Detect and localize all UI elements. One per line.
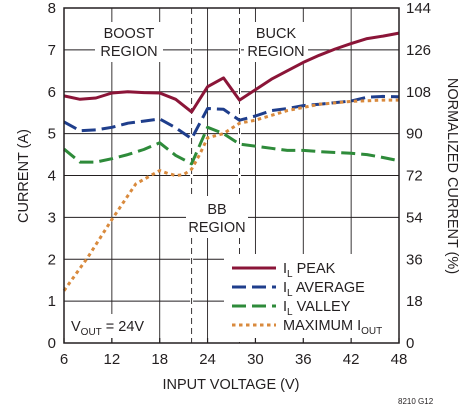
x-tick-label: 24 [199, 351, 216, 368]
buck-region-label-bg [244, 22, 308, 62]
left-y-axis-label: CURRENT (A) [16, 129, 32, 223]
left-y-tick-label: 8 [48, 0, 56, 17]
legend-label: IL VALLEY [283, 299, 351, 318]
left-y-tick-label: 5 [48, 126, 56, 143]
figure-number: 8210 G12 [398, 397, 434, 406]
series-line-valley [63, 125, 400, 166]
x-tick-label: 12 [104, 351, 121, 368]
right-y-tick-label: 0 [406, 335, 414, 352]
left-y-tick-label: 7 [48, 42, 56, 59]
vout-annotation-subscript: OUT [81, 327, 102, 338]
x-tick-label: 30 [247, 351, 264, 368]
left-y-tick-label: 1 [48, 293, 56, 310]
x-tick-label: 36 [295, 351, 312, 368]
vout-annotation-bg [66, 314, 146, 338]
left-y-tick-label: 6 [48, 84, 56, 101]
right-y-tick-label: 54 [406, 209, 423, 226]
right-y-tick-label: 126 [406, 42, 431, 59]
right-y-axis-label: NORMALIZED CURRENT (%) [444, 78, 460, 274]
x-tick-label: 48 [391, 351, 408, 368]
legend-label: MAXIMUM IOUT [283, 318, 382, 337]
left-y-tick-label: 0 [48, 335, 56, 352]
region-annotations: BOOST REGION BUCK REGION BB REGION [95, 22, 308, 238]
right-y-tick-label: 144 [406, 0, 431, 17]
grid-lines [64, 8, 399, 343]
series-line-maximum-iout [62, 98, 399, 292]
left-y-tick-label: 3 [48, 209, 56, 226]
buck-region-label-line1: BUCK [256, 26, 297, 42]
right-y-tick-label: 18 [406, 293, 423, 310]
tick-labels: 6 12 18 24 30 36 42 480123456780183654729010812… [48, 0, 431, 368]
left-y-tick-label: 4 [48, 168, 56, 185]
x-tick-label: 42 [343, 351, 360, 368]
boost-region-label-line2: REGION [100, 44, 157, 60]
data-series [62, 31, 400, 292]
right-y-tick-label: 90 [406, 126, 423, 143]
x-tick-label: 18 [151, 351, 168, 368]
right-y-tick-label: 72 [406, 168, 423, 185]
vout-annotation: VOUT = 24V [71, 319, 144, 338]
bb-region-label-bg [186, 196, 248, 238]
legend-label: IL PEAK [283, 261, 336, 280]
boost-region-label-bg [95, 22, 163, 62]
vout-annotation-prefix: V [71, 319, 81, 335]
left-y-tick-label: 2 [48, 251, 56, 268]
x-axis-label: INPUT VOLTAGE (V) [163, 377, 300, 393]
boost-region-label-line1: BOOST [104, 26, 155, 42]
bb-region-label-line1: BB [207, 202, 226, 218]
plot-frame [63, 7, 400, 344]
right-y-tick-label: 108 [406, 84, 431, 101]
legend-label: IL AVERAGE [283, 280, 365, 299]
bb-region-label-line2: REGION [188, 220, 245, 236]
series-line-peak [63, 31, 400, 114]
right-y-tick-label: 36 [406, 251, 423, 268]
vout-annotation-suffix: = 24V [102, 319, 145, 335]
buck-region-label-line2: REGION [247, 44, 304, 60]
x-tick-label: 6 [60, 351, 68, 368]
